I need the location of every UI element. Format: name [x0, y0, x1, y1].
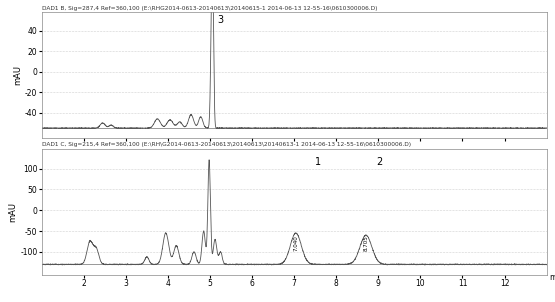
Y-axis label: mAU: mAU: [13, 65, 22, 85]
Text: 3: 3: [218, 15, 224, 25]
Text: DAD1 C, Sig=215,4 Ref=360,100 (E:\RH\G2014-0613-20140613\20140613\20140613-1 201: DAD1 C, Sig=215,4 Ref=360,100 (E:\RH\G20…: [42, 143, 411, 147]
Text: min: min: [549, 273, 555, 282]
Text: 1: 1: [315, 157, 321, 167]
Y-axis label: mAU: mAU: [8, 202, 17, 222]
Text: 8.705: 8.705: [364, 235, 369, 251]
Text: DAD1 B, Sig=287,4 Ref=360,100 (E:\RHG2014-0613-20140613\20140615-1 2014-06-13 12: DAD1 B, Sig=287,4 Ref=360,100 (E:\RHG201…: [42, 6, 377, 11]
Text: 2: 2: [376, 157, 382, 167]
Text: 7.040: 7.040: [294, 235, 299, 251]
